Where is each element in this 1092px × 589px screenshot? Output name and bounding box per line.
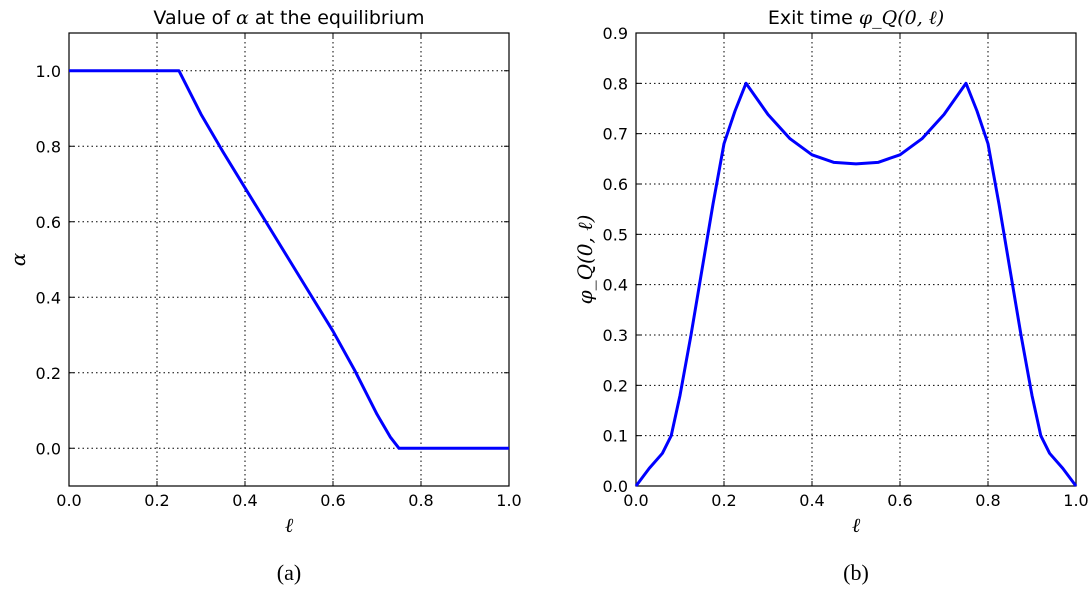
x-tick-label: 0.0: [56, 491, 81, 510]
y-tick-label: 0.3: [603, 326, 628, 345]
y-tick-label: 0.4: [36, 288, 61, 307]
x-axis-label-a: ℓ: [285, 513, 294, 537]
x-axis-label-b: ℓ: [852, 513, 861, 537]
ticks-a: 0.0 0.2 0.4 0.6 0.8 1.0 0.0 0.2 0.4 0.6 0.8 1.0: [36, 33, 522, 510]
chart-title-b-prefix: Exit time: [768, 7, 859, 29]
x-tick-label: 0.2: [144, 491, 169, 510]
y-axis-label-a: α: [6, 252, 30, 266]
chart-title-b-math: φ_Q(0, ℓ): [859, 7, 944, 29]
x-tick-label: 0.2: [711, 491, 736, 510]
x-tick-label: 1.0: [1063, 491, 1088, 510]
y-tick-label: 1.0: [36, 62, 61, 81]
x-tick-label: 0.4: [232, 491, 257, 510]
plot-frame-b: [635, 32, 1077, 487]
chart-title-a: Value of α at the equilibrium: [153, 7, 424, 29]
plot-frame-a: [68, 32, 510, 487]
panel-b: 0.0 0.2 0.4 0.6 0.8 1.0 0.0 0.1 0.2 0.3 0.4 0.5 0.6 0…: [573, 7, 1089, 585]
x-tick-label: 0.0: [623, 491, 648, 510]
chart-title-a-prefix: Value of: [153, 7, 236, 29]
ticks-b: 0.0 0.2 0.4 0.6 0.8 1.0 0.0 0.1 0.2 0.3 0.4 0.5 0.6 0…: [603, 24, 1089, 510]
y-tick-label: 0.1: [603, 427, 628, 446]
chart-title-a-suffix: at the equilibrium: [249, 7, 425, 29]
caption-a: (a): [277, 560, 301, 585]
chart-title-b: Exit time φ_Q(0, ℓ): [768, 7, 944, 29]
panel-a: 0.0 0.2 0.4 0.6 0.8 1.0 0.0 0.2 0.4 0.6 0.8 1.0 Val…: [6, 7, 522, 585]
y-tick-label: 0.9: [603, 24, 628, 43]
x-tick-label: 0.6: [320, 491, 345, 510]
y-tick-label: 0.5: [603, 225, 628, 244]
y-tick-label: 0.7: [603, 125, 628, 144]
y-tick-label: 0.2: [603, 376, 628, 395]
x-tick-label: 0.8: [408, 491, 433, 510]
y-tick-label: 0.0: [36, 439, 61, 458]
y-tick-label: 0.6: [36, 213, 61, 232]
y-axis-label-b: φ_Q(0, ℓ): [573, 215, 597, 305]
y-tick-label: 0.8: [603, 74, 628, 93]
x-tick-label: 0.6: [887, 491, 912, 510]
caption-b: (b): [843, 560, 869, 585]
x-tick-label: 0.4: [799, 491, 824, 510]
y-tick-label: 0.0: [603, 477, 628, 496]
series-line-exit-time: [634, 81, 1078, 487]
grid-lines-b: [635, 32, 1077, 487]
series-line-alpha: [69, 69, 509, 450]
x-tick-label: 1.0: [496, 491, 521, 510]
y-tick-label: 0.4: [603, 276, 628, 295]
x-tick-label: 0.8: [975, 491, 1000, 510]
y-tick-label: 0.2: [36, 364, 61, 383]
y-tick-label: 0.6: [603, 175, 628, 194]
chart-title-a-math: α: [236, 7, 249, 29]
y-tick-label: 0.8: [36, 137, 61, 156]
